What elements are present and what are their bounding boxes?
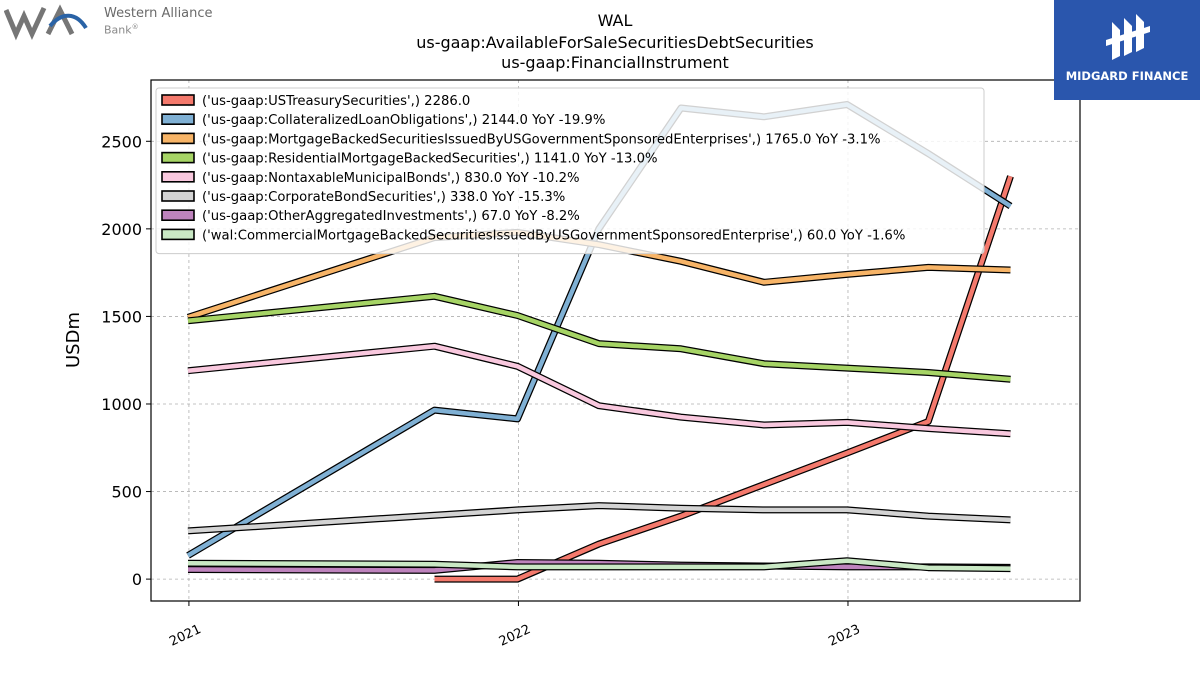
legend-swatch	[161, 94, 195, 106]
legend-entry: ('us-gaap:USTreasurySecurities',) 2286.0	[202, 94, 470, 109]
plot-frame	[150, 79, 1081, 602]
legend-entry: ('wal:CommercialMortgageBackedSecurities…	[202, 228, 905, 243]
logo-subname: Bank®	[104, 23, 139, 37]
series-outline-5	[187, 502, 1011, 535]
legend-swatch	[161, 209, 195, 221]
logo-name: Western Alliance	[104, 6, 213, 21]
logo-subname-text: Bank	[104, 23, 132, 37]
western-alliance-logo: Western Alliance Bank®	[4, 2, 219, 42]
legend-entry: ('us-gaap:NontaxableMunicipalBonds',) 83…	[202, 171, 580, 186]
legend-swatch	[161, 113, 195, 125]
series-line-7	[187, 558, 1011, 571]
legend-entry: ('us-gaap:MortgageBackedSecuritiesIssued…	[202, 132, 881, 147]
legend-swatch	[161, 132, 195, 145]
x-tick-label: 2023	[826, 622, 862, 650]
midgard-finance-logo: MIDGARD FINANCE	[1054, 0, 1200, 100]
chart-title: WAL us-gaap:AvailableForSaleSecuritiesDe…	[416, 11, 814, 72]
chart-title-line-2: us-gaap:AvailableForSaleSecuritiesDebtSe…	[416, 33, 814, 52]
series-line-3	[187, 294, 1011, 382]
legend-swatch	[161, 171, 195, 183]
legend-entry: ('us-gaap:ResidentialMortgageBackedSecur…	[202, 152, 658, 167]
y-tick-label: 1000	[101, 395, 142, 414]
y-tick-label: 2500	[101, 132, 142, 151]
legend-entry: ('us-gaap:CorporateBondSecurities',) 338…	[202, 190, 565, 205]
x-tick-label: 2021	[167, 622, 203, 650]
series-line-5	[187, 503, 1011, 534]
legend-entry: ('us-gaap:OtherAggregatedInvestments',) …	[202, 209, 580, 224]
midgard-monogram-icon	[1106, 14, 1150, 60]
legend: ('us-gaap:USTreasurySecurities',) 2286.0…	[155, 87, 985, 255]
legend-box	[155, 87, 985, 255]
chart-title-line-1: WAL	[598, 11, 633, 30]
chart-title-line-3: us-gaap:FinancialInstrument	[501, 53, 729, 72]
y-tick-label: 0	[132, 570, 142, 589]
midgard-brand-name: MIDGARD FINANCE	[1065, 69, 1189, 83]
y-tick-label: 2000	[101, 220, 142, 239]
series-line-4	[187, 343, 1011, 437]
x-tick-label: 2022	[497, 622, 533, 650]
y-tick-label: 500	[111, 483, 142, 502]
wa-logo-icon	[4, 4, 88, 41]
legend-swatch	[161, 151, 195, 164]
y-axis-label: USDm	[63, 312, 84, 368]
legend-swatch	[161, 228, 195, 241]
y-tick-label: 1500	[101, 307, 142, 326]
registered-mark: ®	[131, 23, 139, 31]
legend-entry: ('us-gaap:CollateralizedLoanObligations'…	[202, 113, 605, 128]
legend-swatch	[161, 190, 195, 202]
